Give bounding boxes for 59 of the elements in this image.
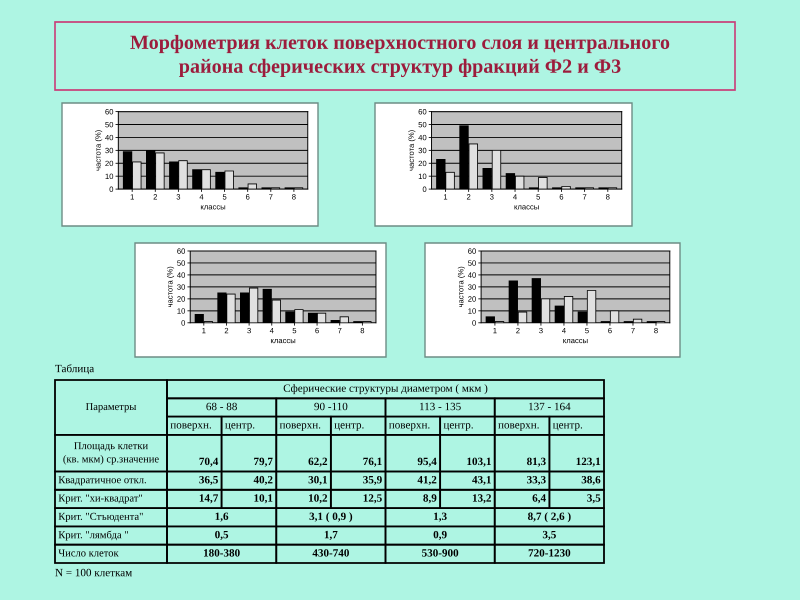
text: 3,5 [542,530,556,540]
text: N = 100 клеткам [55,568,132,576]
text: 12,5 [364,494,382,504]
text: поверхн. [498,423,539,431]
text: 95,4 [418,458,437,467]
text: 62,2 [308,458,328,467]
text: 1,7 [324,530,338,540]
text: 36,5 [199,476,218,486]
text: 3,1 ( 0,9 ) [310,512,352,522]
text: 13,2 [472,494,491,504]
text: 79,7 [254,458,273,467]
text: 1,3 [434,512,447,522]
text: 90 -110 [314,402,348,410]
text: Число клеток [58,549,119,556]
text: Параметры [86,403,136,412]
text: 8,9 [423,494,436,504]
text: 43,1 [472,476,491,486]
text: центр. [334,423,364,431]
text: 0,9 [434,530,447,540]
text: Таблица [55,364,94,374]
text: 40,2 [254,476,272,486]
text: 70,4 [200,458,218,467]
text: поверхн. [388,423,430,431]
text: 530-900 [422,549,458,557]
text: 76,1 [363,458,382,467]
text: Крит. "Стъюдента" [58,512,143,522]
text: 137 - 164 [529,402,570,410]
text: центр. [225,423,254,431]
text: поверхн. [280,423,320,431]
text: поверхн. [170,423,212,431]
text: Квадратичное откл. [58,476,146,486]
text: 720-1230 [528,549,570,557]
text: 10,1 [254,494,272,504]
text: 81,3 [527,458,546,467]
text: 3,5 [587,494,600,504]
text: 68 - 88 [206,402,237,410]
text: 30,1 [308,476,328,486]
text: 8,7 ( 2,6 ) [528,512,571,522]
text: 180-380 [204,549,240,557]
text: 14,7 [200,494,218,504]
text: 6,4 [532,494,546,504]
text: Площадь клетки (кв. мкм) ср.значение [63,442,159,465]
text: 10,2 [309,494,328,504]
text: 1,6 [216,512,228,522]
text: центр. [552,423,582,431]
text: 0,5 [215,530,228,540]
text: Сферические структуры диаметром ( мкм ) [284,384,488,394]
text: 113 - 135 [420,402,461,410]
text: 430-740 [312,549,349,557]
text: 33,3 [527,476,546,486]
text: Крит. "лямбда " [58,530,128,540]
text: 41,2 [418,476,436,486]
text: 38,6 [582,476,600,486]
text: 123,1 [576,458,600,467]
text: центр. [444,423,473,431]
text: Крит. "хи-квадрат" [58,494,142,504]
text: 103,1 [467,458,491,467]
text: Морфометрия клеток поверхностного слоя и центрального района сферических структур фракций Ф2 и Ф3 [130,34,670,78]
text: 35,9 [363,476,382,486]
